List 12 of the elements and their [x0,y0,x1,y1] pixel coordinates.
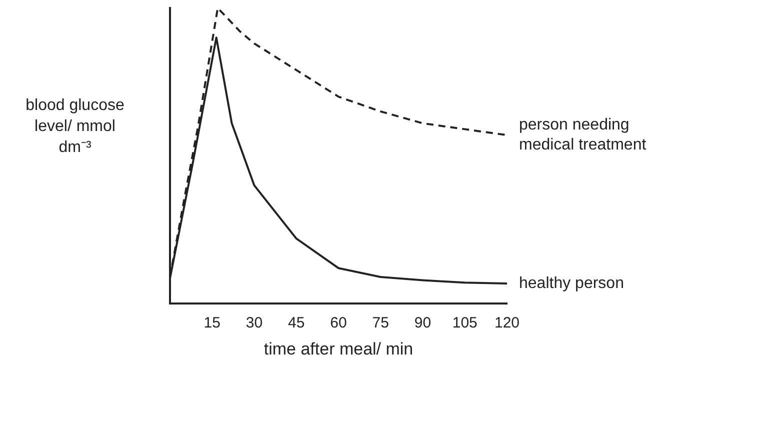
x-tick-label: 120 [494,314,520,332]
x-axis-title: time after meal/ min [264,339,414,358]
y-axis-title: blood glucose level/ mmol dm⁻³ [24,96,126,158]
x-tick-label: 30 [246,314,263,332]
x-tick-label: 75 [372,314,389,332]
series-label: person needing medical treatment [519,116,647,154]
x-tick-label: 15 [204,314,220,332]
x-tick-label: 105 [452,314,478,332]
series-label: healthy person [519,274,624,292]
x-tick-label: 90 [414,314,432,332]
x-tick-label: 60 [330,314,347,332]
x-tick-label: 45 [288,314,305,332]
